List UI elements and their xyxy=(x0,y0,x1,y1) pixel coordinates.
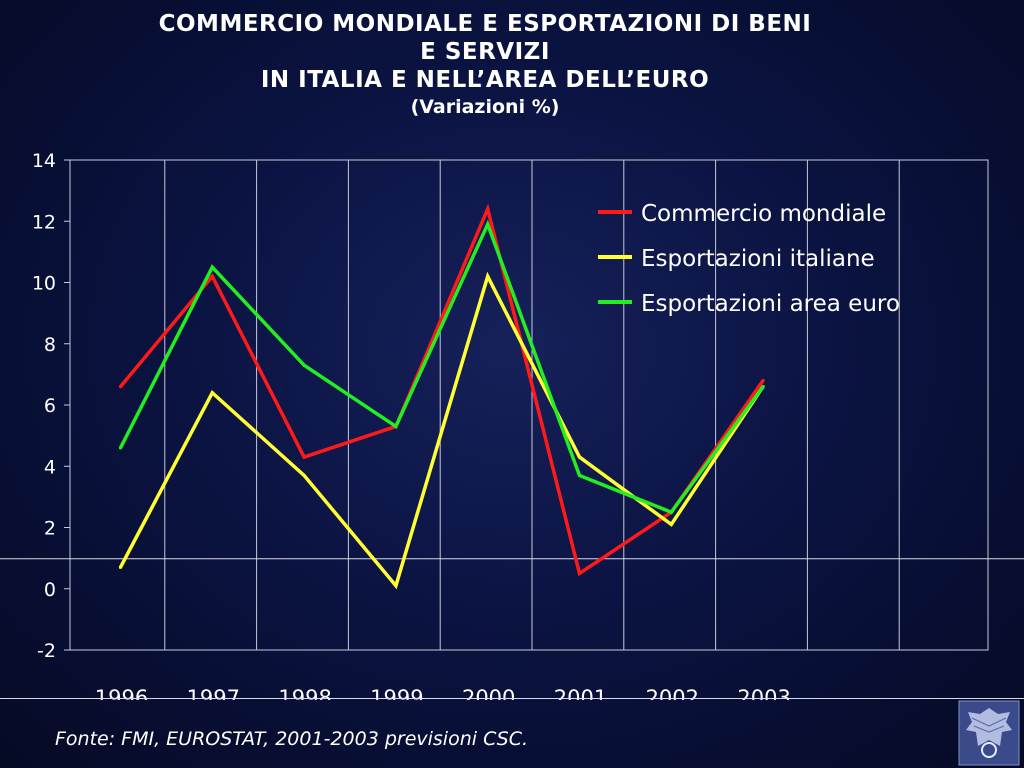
data-point xyxy=(118,385,123,389)
data-point xyxy=(577,571,582,576)
x-tick-label: 2000 xyxy=(462,686,515,700)
y-tick-label: 8 xyxy=(44,334,56,356)
data-point xyxy=(669,510,673,514)
title-line-3: IN ITALIA E NELL’AREA DELL’EURO xyxy=(260,67,710,93)
data-point xyxy=(210,274,214,278)
data-point xyxy=(486,274,490,278)
y-tick-label: 14 xyxy=(32,150,56,172)
data-point xyxy=(394,584,398,588)
data-point xyxy=(302,455,306,459)
x-tick-label: 1999 xyxy=(370,686,423,700)
data-point xyxy=(577,473,582,478)
series-line-3 xyxy=(118,219,765,515)
data-point xyxy=(210,391,214,395)
y-tick-label: 4 xyxy=(44,456,56,478)
x-tick-label: 2001 xyxy=(554,686,607,700)
data-point xyxy=(394,424,398,429)
legend-label: Esportazioni italiane xyxy=(641,246,875,272)
series-line-1 xyxy=(119,203,765,577)
data-point xyxy=(118,446,123,450)
data-point xyxy=(118,565,123,569)
legend-label: Esportazioni area euro xyxy=(641,291,900,317)
data-point xyxy=(210,265,214,269)
data-point xyxy=(302,473,306,478)
y-tick-label: 0 xyxy=(44,579,56,601)
data-point xyxy=(577,455,582,459)
x-tick-label: 1998 xyxy=(278,686,331,700)
data-point xyxy=(486,207,490,211)
x-tick-label: 2002 xyxy=(646,686,699,700)
data-point xyxy=(669,522,673,527)
title-line-2: E SERVIZI xyxy=(420,39,550,65)
chart-subtitle: (Variazioni %) xyxy=(410,96,560,118)
data-point xyxy=(302,363,306,367)
source-note: Fonte: FMI, EUROSTAT, 2001-2003 previsio… xyxy=(55,728,529,750)
line-chart: -2 0 2 4 6 8 10 12 14 1996 1997 1998 1999 2000 2001 200… xyxy=(0,150,1024,700)
data-point xyxy=(486,222,490,226)
data-point xyxy=(761,385,765,389)
y-tick-label: 12 xyxy=(32,211,56,233)
x-tick-label: 2003 xyxy=(737,686,790,700)
chart-title: COMMERCIO MONDIALE E ESPORTAZIONI DI BEN… xyxy=(0,10,970,120)
y-tick-label: 6 xyxy=(44,395,56,417)
title-line-1: COMMERCIO MONDIALE E ESPORTAZIONI DI BEN… xyxy=(158,11,812,37)
data-point xyxy=(761,378,765,383)
series-line-2 xyxy=(118,271,765,590)
y-tick-label: 10 xyxy=(32,273,56,295)
y-tick-label: 2 xyxy=(44,518,56,540)
footer-divider xyxy=(0,698,1024,699)
eagle-emblem-icon xyxy=(958,700,1020,766)
x-tick-label: 1996 xyxy=(95,686,148,700)
x-tick-label: 1997 xyxy=(187,686,240,700)
y-tick-label: -2 xyxy=(37,640,56,662)
legend-label: Commercio mondiale xyxy=(641,201,886,227)
